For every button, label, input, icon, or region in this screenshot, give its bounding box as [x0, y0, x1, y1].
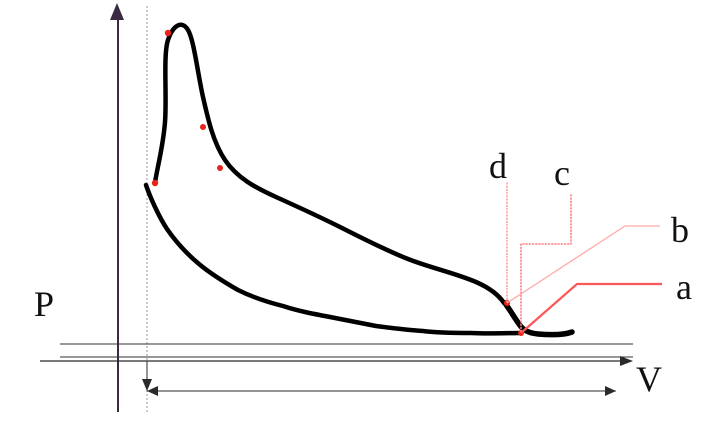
svg-text:b: b	[671, 210, 689, 250]
svg-text:c: c	[554, 153, 570, 193]
svg-text:P: P	[34, 284, 54, 324]
svg-text:d: d	[489, 146, 507, 186]
svg-text:V: V	[636, 359, 662, 399]
svg-text:a: a	[676, 267, 692, 307]
